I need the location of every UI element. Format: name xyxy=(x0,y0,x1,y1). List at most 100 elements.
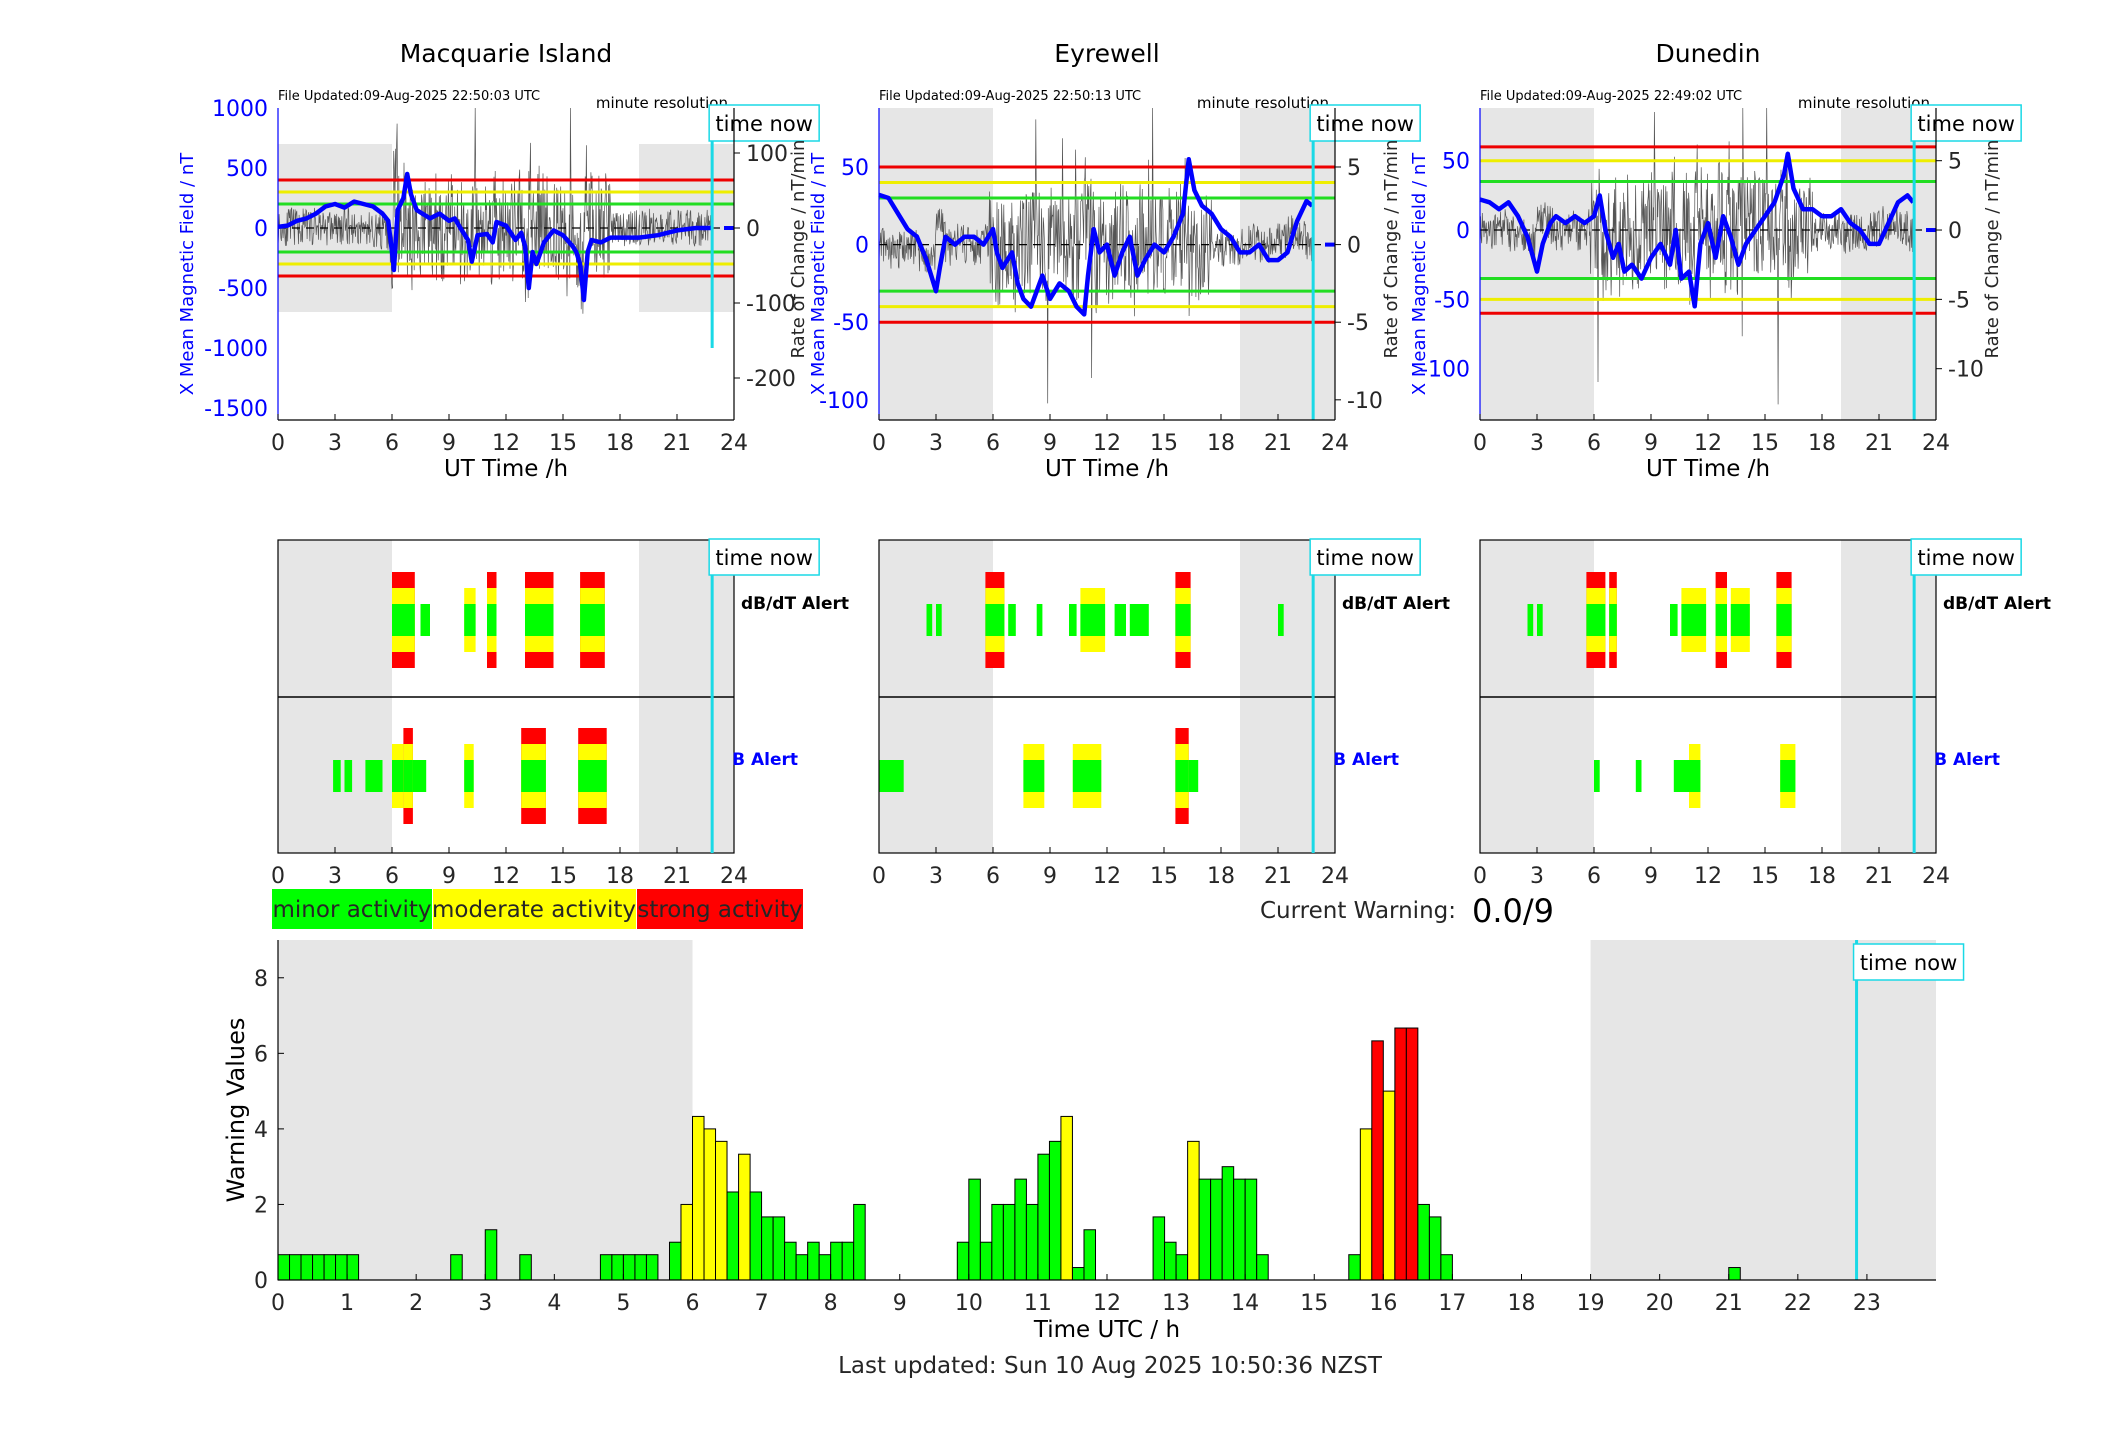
x-tick-label: 0 xyxy=(271,431,285,456)
legend-minor-swatch xyxy=(272,889,432,929)
station-title: Macquarie Island xyxy=(400,39,613,68)
b-alert-minor-mark xyxy=(464,760,474,792)
night-shading-0 xyxy=(879,108,993,420)
station-plot-0: Macquarie Island File Updated:09-Aug-2025… xyxy=(177,39,820,482)
b-alert-minor-mark xyxy=(521,760,546,792)
dbdt-alert-minor-mark xyxy=(1527,604,1534,636)
x-tick-label: 9 xyxy=(442,864,456,889)
x-tick-label: 18 xyxy=(1808,864,1836,889)
y-right-axis-label: Rate of Change / nT/min xyxy=(1982,140,2003,359)
time-now-label: time now xyxy=(1316,546,1413,570)
time-now-label: time now xyxy=(715,112,812,136)
dbdt-alert-minor-mark xyxy=(1069,604,1077,636)
x-tick-label: 9 xyxy=(893,1291,907,1316)
x-tick-label: 18 xyxy=(1508,1291,1536,1316)
x-tick-label: 5 xyxy=(616,1291,630,1316)
y-left-tick-label: 50 xyxy=(1442,150,1470,175)
warning-bar xyxy=(1440,1254,1453,1281)
station-plot-1: Eyrewell File Updated:09-Aug-2025 22:50:1… xyxy=(808,39,1421,482)
x-tick-label: 9 xyxy=(1644,431,1658,456)
x-tick-label: 12 xyxy=(1093,1291,1121,1316)
warning-bar xyxy=(1164,1241,1177,1281)
y-right-tick-label: -5 xyxy=(1347,311,1369,336)
legend-moderate-label: moderate activity xyxy=(432,897,636,923)
dbdt-alert-minor-mark xyxy=(926,604,933,636)
warning-bar xyxy=(1728,1267,1741,1281)
warning-bar xyxy=(1382,1090,1396,1281)
x-tick-label: 6 xyxy=(385,431,399,456)
warning-bar xyxy=(968,1178,981,1281)
dbdt-alert-minor-mark xyxy=(936,604,942,636)
rate-of-change-line xyxy=(277,107,711,314)
x-axis-label: UT Time /h xyxy=(1646,456,1770,482)
file-updated-text: File Updated:09-Aug-2025 22:50:03 UTC xyxy=(278,89,540,104)
x-tick-label: 0 xyxy=(1473,864,1487,889)
rate-of-change-line xyxy=(878,107,1312,404)
x-tick-label: 21 xyxy=(663,431,691,456)
x-tick-label: 17 xyxy=(1438,1291,1466,1316)
x-tick-label: 21 xyxy=(1865,864,1893,889)
y-right-tick-label: -5 xyxy=(1948,288,1970,313)
file-updated-text: File Updated:09-Aug-2025 22:50:13 UTC xyxy=(879,89,1141,104)
x-tick-label: 18 xyxy=(606,864,634,889)
x-tick-label: 9 xyxy=(1644,864,1658,889)
warning-bar xyxy=(715,1140,728,1281)
y-right-tick-label: 0 xyxy=(1948,219,1962,244)
legend-strong-label: strong activity xyxy=(637,897,802,923)
y-left-tick-label: 1000 xyxy=(212,97,268,122)
x-tick-label: 6 xyxy=(686,1291,700,1316)
y-left-tick-label: -50 xyxy=(1434,288,1470,313)
y-left-tick-label: 50 xyxy=(841,156,869,181)
x-tick-label: 15 xyxy=(1150,431,1178,456)
y-left-tick-label: -1000 xyxy=(204,337,268,362)
alert-panel-0: dB/dT Alert B Alert time now 0 3 6 9 12 15 18 21 24 xyxy=(271,538,849,889)
mean-field-line xyxy=(878,156,1314,317)
x-tick-label: 14 xyxy=(1231,1291,1259,1316)
warning-bar xyxy=(807,1241,820,1281)
y-left-tick-label: 500 xyxy=(226,157,268,182)
warning-bar xyxy=(484,1229,498,1281)
x-tick-label: 1 xyxy=(340,1291,354,1316)
y-right-tick-label: -10 xyxy=(1347,389,1383,414)
warning-bar xyxy=(841,1241,855,1281)
y-left-tick-label: 0 xyxy=(1456,219,1470,244)
y-left-axis-label: X Mean Magnetic Field / nT xyxy=(177,152,198,395)
x-tick-label: 8 xyxy=(824,1291,838,1316)
warning-bar xyxy=(1359,1128,1373,1281)
warning-bar xyxy=(1071,1267,1085,1281)
x-tick-label: 21 xyxy=(1865,431,1893,456)
x-tick-label: 3 xyxy=(929,864,943,889)
b-alert-minor-mark xyxy=(365,760,383,792)
x-tick-label: 18 xyxy=(606,431,634,456)
x-tick-label: 6 xyxy=(986,431,1000,456)
alert-panel-1: dB/dT Alert B Alert time now 0 3 6 9 12 15 18 21 24 xyxy=(872,538,1450,889)
y-tick-label: 8 xyxy=(254,967,268,992)
x-tick-label: 6 xyxy=(1587,864,1601,889)
warning-bar xyxy=(1187,1140,1200,1281)
y-left-axis-label: X Mean Magnetic Field / nT xyxy=(1409,152,1430,395)
dbdt-alert-minor-mark xyxy=(392,604,415,636)
y-right-tick-label: 5 xyxy=(1347,156,1361,181)
x-tick-label: 24 xyxy=(1321,431,1349,456)
y-right-tick-label: 0 xyxy=(746,217,760,242)
x-tick-label: 0 xyxy=(872,864,886,889)
dbdt-alert-label: dB/dT Alert xyxy=(741,594,849,614)
y-left-tick-label: 0 xyxy=(855,234,869,259)
resolution-text: minute resolution xyxy=(596,94,728,112)
time-now-box xyxy=(1910,538,2022,576)
mean-field-line xyxy=(1479,151,1915,309)
dbdt-alert-minor-mark xyxy=(580,604,605,636)
warning-bar xyxy=(1037,1153,1050,1281)
x-tick-label: 4 xyxy=(547,1291,561,1316)
x-tick-label: 21 xyxy=(1715,1291,1743,1316)
x-tick-label: 3 xyxy=(478,1291,492,1316)
file-updated-text: File Updated:09-Aug-2025 22:49:02 UTC xyxy=(1480,89,1742,104)
x-tick-label: 24 xyxy=(1321,864,1349,889)
warning-bar xyxy=(634,1254,647,1281)
warning-bar xyxy=(1256,1254,1269,1281)
x-tick-label: 23 xyxy=(1853,1291,1881,1316)
x-tick-label: 6 xyxy=(1587,431,1601,456)
y-axis-label: Warning Values xyxy=(222,1018,250,1203)
warning-bar xyxy=(1244,1178,1258,1281)
warning-bar xyxy=(1210,1178,1223,1281)
